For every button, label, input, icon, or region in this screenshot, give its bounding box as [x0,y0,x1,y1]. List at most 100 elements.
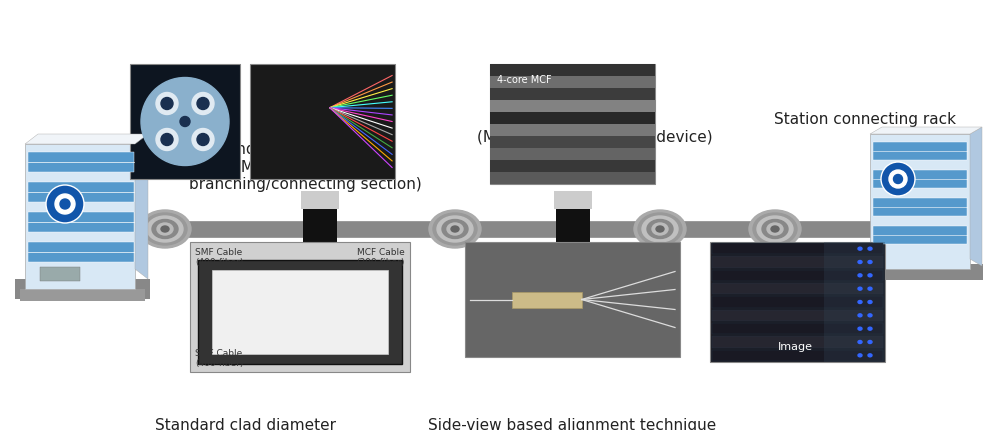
Ellipse shape [858,327,862,330]
Bar [490,137,655,149]
Ellipse shape [753,214,797,246]
Ellipse shape [161,134,173,146]
Ellipse shape [868,327,872,330]
Ellipse shape [868,314,872,317]
Bar [250,65,395,180]
Bar [490,89,655,101]
Ellipse shape [652,224,668,236]
Ellipse shape [868,274,872,277]
Ellipse shape [868,261,872,264]
Ellipse shape [161,227,169,233]
Bar [490,172,655,184]
Bar [873,171,967,189]
Text: Underground closure
(MCF optical cable
branching/connecting section): Underground closure (MCF optical cable b… [189,142,421,192]
Text: SMF Cable
(400-fiber): SMF Cable (400-fiber) [195,247,243,267]
Ellipse shape [858,354,862,357]
Bar [712,270,883,281]
Ellipse shape [437,216,473,243]
Text: MCF Cable
(200-fiber): MCF Cable (200-fiber) [357,247,405,267]
Bar [712,283,883,295]
Ellipse shape [749,211,801,249]
Bar [512,292,582,308]
Bar [490,101,655,113]
Bar [873,199,967,216]
Bar [712,310,883,321]
Bar [28,183,134,203]
Ellipse shape [858,248,862,251]
Bar [301,191,339,209]
Ellipse shape [152,220,178,239]
Ellipse shape [767,224,783,236]
Ellipse shape [642,216,678,243]
Ellipse shape [156,129,178,151]
Ellipse shape [638,214,682,246]
Bar [873,227,967,244]
Ellipse shape [868,354,872,357]
Ellipse shape [55,194,75,215]
Bar [40,267,80,281]
Ellipse shape [433,214,477,246]
Bar [490,113,655,125]
Bar [28,243,134,262]
Ellipse shape [858,261,862,264]
Bar [490,161,655,172]
Bar [712,323,883,335]
Text: Standard clad diameter
MCF and MCF Cable: Standard clad diameter MCF and MCF Cable [155,417,336,430]
Bar [710,243,885,362]
Ellipse shape [192,129,214,151]
Text: FIFO device
(MCF-4SMF connection device): FIFO device (MCF-4SMF connection device) [477,112,713,144]
Ellipse shape [757,216,793,243]
Bar [198,261,402,364]
Ellipse shape [197,98,209,110]
Text: SMF Cable
(400-fiber): SMF Cable (400-fiber) [195,348,243,367]
Ellipse shape [180,117,190,127]
Bar [556,202,590,258]
Text: 4-core MCF: 4-core MCF [497,75,552,85]
Bar [130,65,240,180]
Bar [712,350,883,361]
Text: Station connecting rack: Station connecting rack [774,112,956,127]
Ellipse shape [60,200,70,209]
Ellipse shape [894,175,902,184]
Ellipse shape [868,341,872,344]
Bar [868,264,983,280]
Ellipse shape [46,186,84,224]
Text: Side-view based alignment technique: Side-view based alignment technique [428,417,716,430]
Ellipse shape [858,341,862,344]
Ellipse shape [868,301,872,304]
Polygon shape [25,135,148,144]
Ellipse shape [858,288,862,291]
Ellipse shape [762,220,788,239]
Bar [490,65,655,184]
Bar [465,243,680,357]
Polygon shape [970,128,982,266]
Bar [712,243,883,255]
Bar [15,280,150,299]
Ellipse shape [858,274,862,277]
Ellipse shape [881,163,915,197]
Ellipse shape [192,93,214,115]
Bar [28,153,134,172]
Bar [490,77,655,89]
Ellipse shape [139,211,191,249]
Ellipse shape [656,227,664,233]
Bar [490,125,655,137]
Bar [212,270,388,354]
Ellipse shape [868,288,872,291]
Ellipse shape [451,227,459,233]
Ellipse shape [447,224,463,236]
Bar [870,135,970,269]
Bar [303,202,337,258]
Polygon shape [870,128,982,135]
Ellipse shape [157,224,173,236]
Ellipse shape [143,214,187,246]
Ellipse shape [147,216,183,243]
Bar [554,191,592,209]
Ellipse shape [442,220,468,239]
Ellipse shape [868,248,872,251]
Bar [20,289,145,301]
Bar [490,149,655,161]
Ellipse shape [771,227,779,233]
Ellipse shape [197,134,209,146]
Bar [712,257,883,268]
